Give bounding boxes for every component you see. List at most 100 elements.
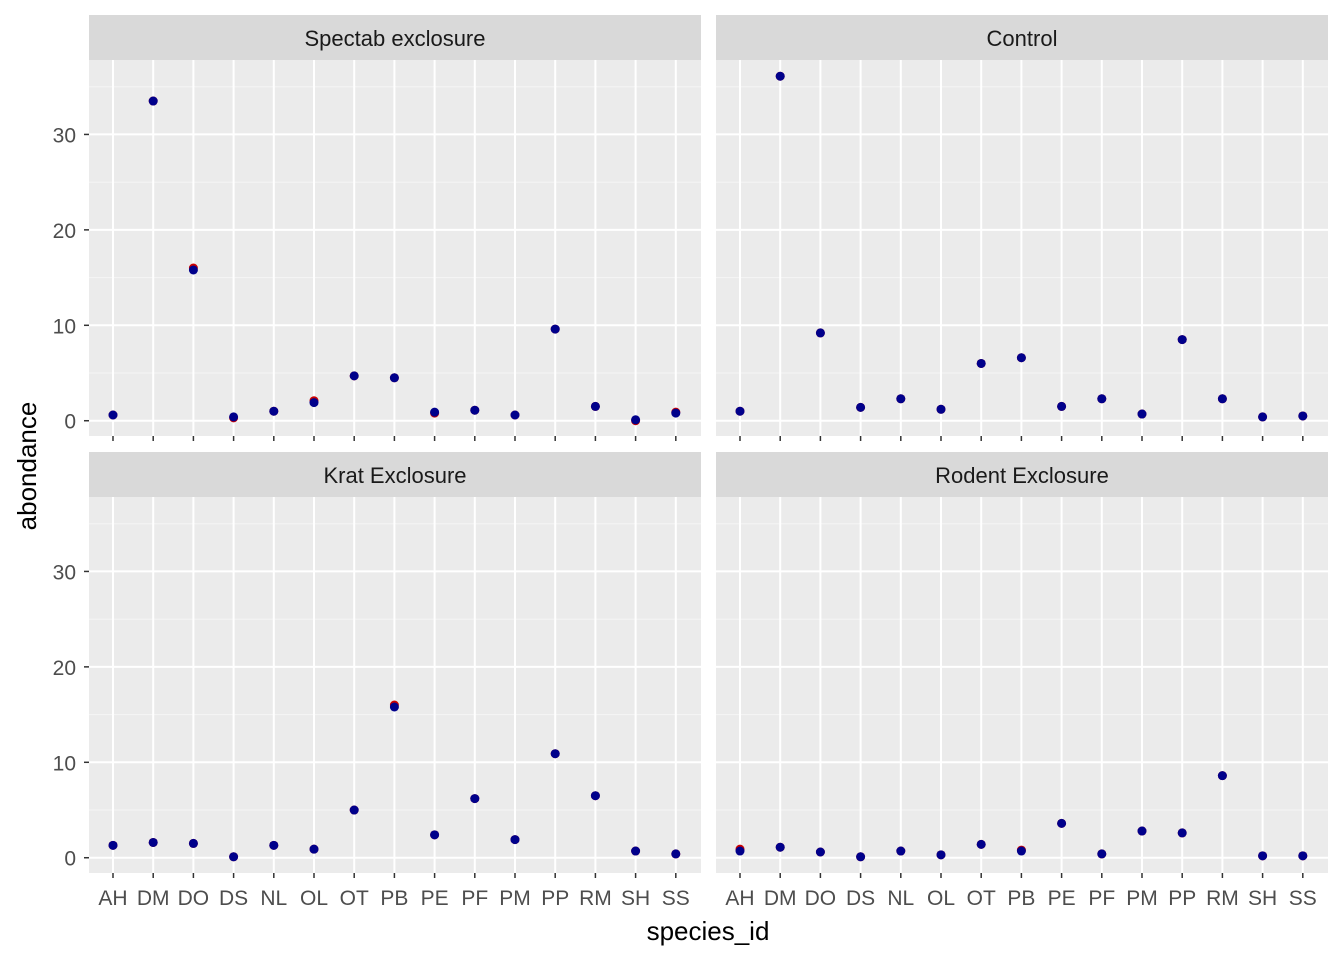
data-point [671,408,681,418]
facet-title: Control [987,26,1058,51]
data-point [1137,826,1147,836]
data-point [188,265,198,275]
x-tick-label: AH [725,887,754,910]
data-point [229,412,239,422]
data-point [550,749,560,759]
data-point [1258,851,1268,861]
x-tick-label: DS [219,887,248,910]
y-tick-label: 0 [64,411,76,434]
facet-strip [89,15,701,60]
data-point [269,406,279,416]
y-tick-label: 20 [53,657,76,680]
x-tick-label: NL [887,887,914,910]
data-point [269,840,279,850]
x-tick-label: OT [340,887,369,910]
x-tick-label: PB [1007,887,1035,910]
x-tick-label: PP [1168,887,1196,910]
x-tick-label: AH [98,887,127,910]
data-point [389,702,399,712]
x-tick-label: OT [967,887,996,910]
data-point [1016,353,1026,363]
facet-strip [89,452,701,497]
x-tick-label: RM [579,887,612,910]
facet-title: Krat Exclosure [323,463,466,488]
data-point [510,835,520,845]
data-point [349,371,359,381]
data-point [389,373,399,383]
data-point [510,410,520,420]
data-point [1298,851,1308,861]
x-tick-label: PM [1126,887,1158,910]
data-point [229,852,239,862]
data-point [188,838,198,848]
data-point [1258,412,1268,422]
x-tick-label: OL [300,887,328,910]
data-point [1137,409,1147,419]
data-point [896,846,906,856]
x-tick-label: DO [178,887,210,910]
data-point [108,410,118,420]
facet-title: Rodent Exclosure [935,463,1109,488]
data-point [590,791,600,801]
x-tick-label: SH [1248,887,1277,910]
x-tick-label: DO [805,887,837,910]
panel: Rodent Exclosure AH DM DO DS NL OL OT PB PE PF PM PP… [716,452,1328,910]
data-point [1217,394,1227,404]
x-tick-label: SH [621,887,650,910]
data-point [671,849,681,859]
x-tick-label: OL [927,887,955,910]
x-tick-label: SS [662,887,690,910]
data-point [815,847,825,857]
data-point [1057,401,1067,411]
data-point [349,805,359,815]
data-point [1016,846,1026,856]
data-point [470,794,480,804]
data-point [470,405,480,415]
y-tick-label: 30 [53,561,76,584]
data-point [631,846,641,856]
y-axis-title: abondance [12,402,42,531]
x-tick-label: PF [1088,887,1115,910]
y-tick-label: 0 [64,848,76,871]
data-point [896,394,906,404]
panels-layer: Spectab exclosure 0 10 20 30 Control Krat Excl… [53,15,1328,910]
data-point [1097,849,1107,859]
panel: Control [716,15,1328,441]
x-tick-label: PM [499,887,531,910]
x-tick-label: DS [846,887,875,910]
data-point [936,850,946,860]
y-tick-label: 20 [53,220,76,243]
x-tick-label: DM [764,887,797,910]
data-point [148,837,158,847]
x-axis-title: species_id [647,916,770,946]
y-tick-label: 30 [53,124,76,147]
x-tick-label: RM [1206,887,1239,910]
x-tick-label: NL [260,887,287,910]
data-point [430,407,440,417]
data-point [1298,411,1308,421]
data-point [1177,828,1187,838]
facet-title: Spectab exclosure [305,26,486,51]
data-point [1217,771,1227,781]
y-tick-label: 10 [53,315,76,338]
facet-strip [716,452,1328,497]
y-tick-label: 10 [53,752,76,775]
data-point [815,328,825,338]
facet-strip [716,15,1328,60]
data-point [148,96,158,106]
data-point [856,852,866,862]
x-tick-label: PE [421,887,449,910]
x-tick-label: DM [137,887,170,910]
data-point [775,842,785,852]
data-point [1097,394,1107,404]
panel: Krat Exclosure 0 10 20 30 AH DM DO DS NL OL OT PB PE P… [53,452,701,910]
data-point [936,404,946,414]
data-point [631,415,641,425]
data-point [430,830,440,840]
data-point [1057,818,1067,828]
x-tick-label: SS [1289,887,1317,910]
data-point [976,839,986,849]
data-point [590,401,600,411]
data-point [550,324,560,334]
